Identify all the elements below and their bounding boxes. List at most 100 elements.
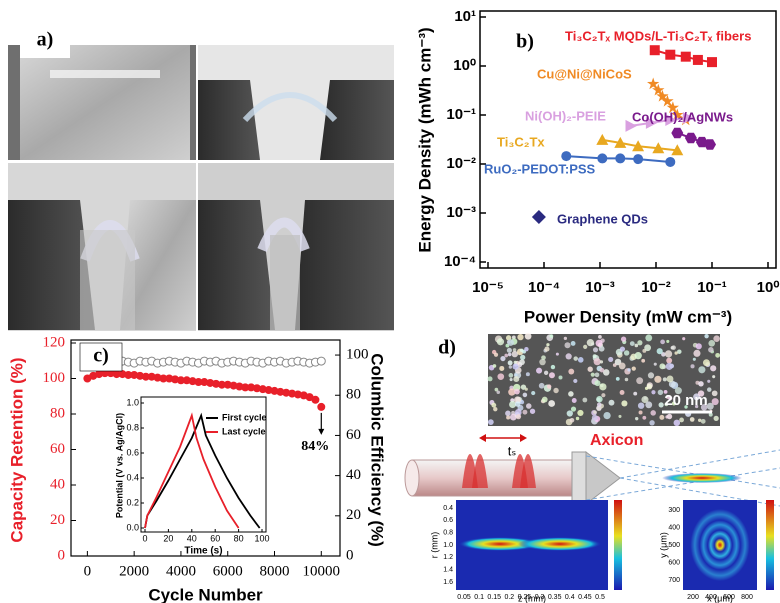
y-tick-label: 80: [50, 405, 65, 421]
marker: [316, 356, 326, 366]
sem-particle: [700, 418, 706, 424]
map-x-tick-label: 200: [687, 594, 699, 601]
marker: [666, 101, 679, 114]
map-y-tick-label: 400: [668, 524, 680, 531]
sem-particle: [627, 368, 631, 372]
marker: [176, 376, 185, 385]
sem-particle: [671, 345, 676, 350]
marker: [652, 83, 665, 96]
sem-particle: [615, 376, 620, 381]
marker: [652, 142, 665, 154]
sem-particle: [671, 401, 676, 406]
sem-particle: [618, 362, 626, 370]
map-y-tick-label: 0.8: [443, 530, 453, 537]
map-y-tick-label: 300: [668, 507, 680, 514]
marker: [206, 378, 215, 387]
sem-particle: [659, 363, 666, 370]
sem-particle: [650, 410, 656, 416]
sem-particle: [634, 343, 639, 348]
sem-particle: [515, 413, 522, 420]
marker: [159, 374, 168, 383]
sem-particle: [665, 362, 673, 370]
sem-particle: [522, 409, 528, 415]
y-tick-label: 40: [50, 476, 65, 492]
sem-particle: [594, 372, 600, 378]
sem-particle: [689, 417, 695, 422]
inset-x-tick-label: 40: [187, 533, 197, 543]
map-y-tick-label: 500: [668, 542, 680, 549]
sem-particle: [593, 358, 601, 366]
sem-particle: [590, 372, 595, 377]
marker: [647, 77, 660, 90]
marker: [136, 371, 145, 380]
sem-particle: [513, 360, 517, 365]
sem-particle: [595, 339, 603, 347]
sem-particle: [661, 352, 666, 357]
marker: [661, 94, 674, 107]
sem-particle: [629, 341, 635, 346]
sem-particle: [636, 377, 644, 385]
sem-particle: [541, 396, 548, 403]
y2-tick-label: 0: [346, 547, 354, 563]
sem-particle: [550, 364, 556, 370]
sem-particle: [618, 414, 622, 418]
series-label: Cu@Ni@NiCoS: [537, 66, 632, 81]
marker: [311, 395, 320, 404]
marker: [625, 119, 637, 132]
sem-particle: [619, 346, 626, 352]
sem-particle: [708, 339, 716, 347]
series-line: [630, 116, 688, 127]
sem-particle: [548, 400, 556, 407]
sem-particle: [529, 408, 536, 414]
y-tick-label: 0: [58, 547, 66, 563]
inset-x-tick-label: 80: [234, 533, 244, 543]
sem-particle: [524, 387, 528, 391]
sem-particle: [641, 396, 649, 404]
sem-particle: [665, 395, 670, 399]
marker: [95, 370, 104, 379]
delay-arrowhead: [479, 434, 486, 442]
sem-particle: [577, 409, 584, 417]
sem-particle: [666, 339, 670, 343]
sem-particle: [619, 390, 625, 395]
sem-particle: [514, 409, 522, 416]
sem-particle: [624, 377, 629, 382]
marker: [288, 389, 297, 398]
sem-particle: [598, 345, 605, 352]
sem-particle: [608, 356, 614, 363]
x-tick-label: 0: [84, 563, 92, 579]
sem-particle: [591, 414, 598, 421]
sem-particle: [487, 419, 494, 425]
marker: [171, 375, 180, 384]
sem-particle: [570, 341, 576, 346]
y-tick-label: 120: [43, 334, 66, 350]
sem-particle: [507, 352, 512, 357]
series-label: Ni(OH)₂-PEIE: [525, 108, 606, 123]
sem-particle: [700, 404, 708, 411]
x-tick-label: 8000: [260, 563, 290, 579]
marker: [671, 144, 684, 156]
sem-particle: [602, 369, 610, 376]
series-label: Co(OH)₂/AgNWs: [632, 109, 733, 124]
series-label: Ti₃C₂Tx: [497, 134, 545, 149]
sem-particle: [659, 414, 665, 420]
sem-particle: [697, 418, 702, 422]
map-y-tick-label: 700: [668, 577, 680, 584]
sem-particle: [710, 365, 717, 372]
sem-particle: [666, 357, 673, 364]
sem-particle: [599, 383, 607, 391]
axicon-label: Axicon: [590, 432, 643, 449]
marker: [188, 377, 197, 386]
marker: [217, 380, 226, 389]
panel-label: c): [93, 345, 109, 367]
inset-y-tick-label: 0.8: [126, 422, 139, 432]
sem-particle: [708, 347, 714, 353]
marker: [200, 378, 209, 387]
sem-particle: [513, 376, 520, 383]
marker: [614, 136, 627, 148]
annotation: 84%: [301, 439, 329, 454]
marker: [632, 140, 645, 152]
fiber-end: [404, 459, 420, 497]
marker: [270, 386, 279, 395]
panel-c: 0 2000 4000 6000 8000 10000 0 20 40 60 80 100 120 0 20…: [7, 334, 386, 603]
